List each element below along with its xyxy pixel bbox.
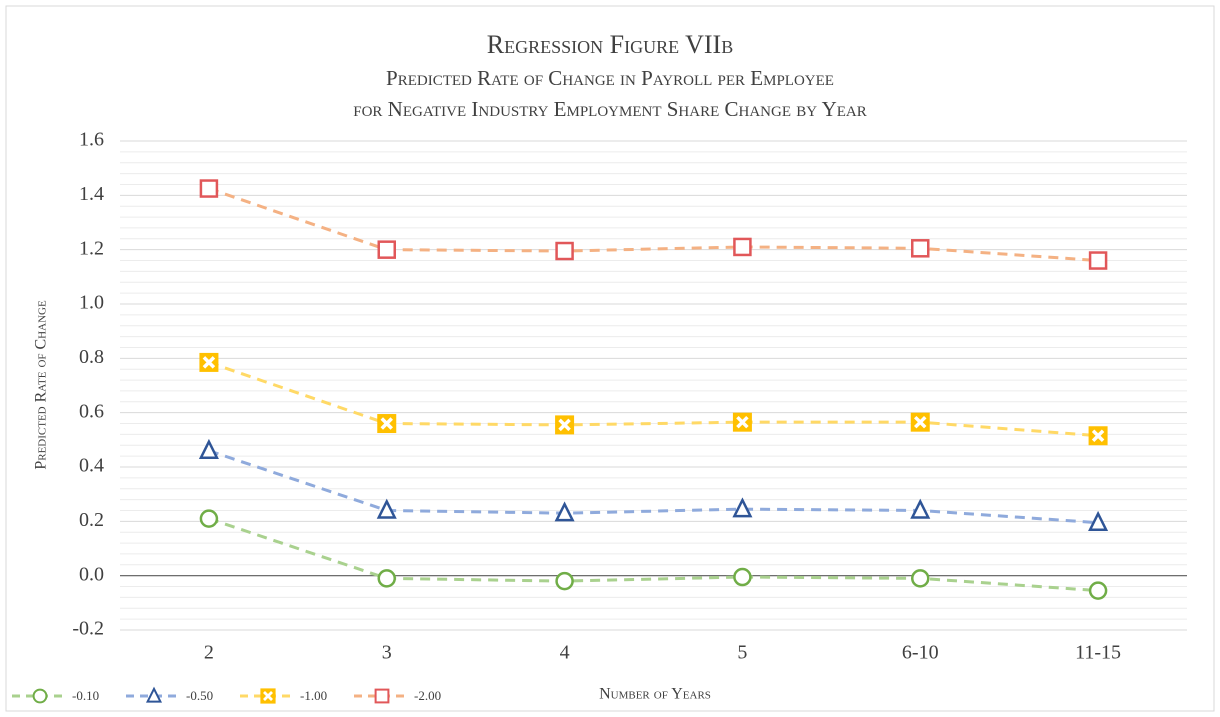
marker-shape bbox=[377, 240, 396, 259]
marker-shape bbox=[555, 571, 574, 591]
marker bbox=[199, 179, 219, 198]
marker-shape bbox=[1088, 510, 1109, 531]
x-tick-label: 6-10 bbox=[902, 642, 939, 664]
chart-title: Regression Figure VIIb bbox=[487, 30, 733, 59]
marker-shape bbox=[911, 569, 930, 588]
legend-label: -2.00 bbox=[414, 688, 441, 703]
marker-shape bbox=[910, 498, 931, 519]
y-tick-label: -0.2 bbox=[72, 618, 104, 640]
marker bbox=[198, 438, 219, 459]
chart-subtitle: Predicted Rate of Change in Payroll per … bbox=[386, 66, 834, 90]
y-tick-label: 1.6 bbox=[79, 129, 104, 151]
marker bbox=[199, 509, 219, 528]
marker-shape bbox=[376, 498, 397, 519]
marker bbox=[733, 237, 752, 257]
y-axis-label: Predicted Rate of Change bbox=[33, 300, 50, 470]
marker-shape bbox=[1088, 251, 1108, 270]
marker-shape bbox=[199, 179, 219, 198]
y-tick-label: 1.0 bbox=[79, 292, 104, 314]
marker bbox=[555, 415, 575, 435]
y-tick-label: 0.6 bbox=[79, 400, 104, 422]
y-tick-label: 0.2 bbox=[79, 509, 104, 531]
series-line bbox=[208, 449, 1099, 525]
marker bbox=[911, 569, 930, 588]
marker bbox=[555, 571, 574, 591]
marker-shape bbox=[377, 569, 396, 588]
marker-shape bbox=[733, 237, 752, 257]
legend-marker bbox=[32, 688, 48, 704]
marker bbox=[732, 412, 752, 432]
x-tick-label: 11-15 bbox=[1075, 642, 1121, 664]
marker-shape bbox=[199, 509, 219, 528]
series-line bbox=[208, 360, 1099, 438]
marker-shape bbox=[145, 686, 163, 703]
marker-shape bbox=[380, 417, 393, 430]
legend-label: -1.00 bbox=[300, 688, 327, 703]
y-tick-label: 0.4 bbox=[79, 455, 104, 477]
series-line bbox=[208, 517, 1099, 593]
marker bbox=[1088, 426, 1108, 446]
marker-shape bbox=[554, 501, 575, 522]
marker-shape bbox=[32, 688, 48, 704]
x-tick-label: 3 bbox=[382, 642, 392, 664]
y-tick-label: 1.4 bbox=[79, 183, 104, 205]
marker bbox=[377, 240, 396, 259]
legend-marker bbox=[260, 688, 276, 704]
marker-shape bbox=[1088, 581, 1108, 600]
marker-shape bbox=[733, 567, 752, 587]
marker-shape bbox=[911, 239, 930, 258]
marker bbox=[554, 501, 575, 522]
marker bbox=[1088, 251, 1108, 270]
marker-shape bbox=[558, 418, 571, 432]
marker-shape bbox=[732, 497, 753, 518]
marker bbox=[1088, 510, 1109, 531]
marker-shape bbox=[914, 415, 927, 429]
x-tick-label: 2 bbox=[204, 642, 214, 664]
legend-marker bbox=[145, 686, 163, 703]
y-tick-label: 0.0 bbox=[79, 563, 104, 585]
series-line bbox=[208, 187, 1099, 263]
marker bbox=[555, 241, 574, 261]
legend-marker bbox=[374, 688, 390, 704]
marker-shape bbox=[202, 356, 216, 369]
marker bbox=[910, 412, 930, 432]
legend-label: -0.50 bbox=[186, 688, 213, 703]
marker bbox=[376, 498, 397, 519]
legend-label: -0.10 bbox=[72, 688, 99, 703]
x-tick-label: 4 bbox=[560, 642, 570, 664]
marker-shape bbox=[198, 438, 219, 459]
marker bbox=[911, 239, 930, 258]
marker bbox=[733, 567, 752, 587]
y-tick-label: 0.8 bbox=[79, 346, 104, 368]
marker bbox=[732, 497, 753, 518]
x-tick-label: 5 bbox=[737, 642, 747, 664]
marker bbox=[199, 352, 219, 372]
marker bbox=[377, 569, 396, 588]
marker-shape bbox=[1091, 429, 1105, 442]
marker-shape bbox=[263, 691, 273, 701]
marker bbox=[377, 414, 397, 434]
marker-shape bbox=[555, 241, 574, 261]
chart-subtitle: for Negative Industry Employment Share C… bbox=[353, 97, 866, 121]
marker-shape bbox=[374, 688, 390, 704]
marker-shape bbox=[736, 415, 749, 429]
marker bbox=[1088, 581, 1108, 600]
marker bbox=[910, 498, 931, 519]
y-tick-label: 1.2 bbox=[79, 237, 104, 259]
x-axis-label: Number of Years bbox=[599, 686, 711, 703]
